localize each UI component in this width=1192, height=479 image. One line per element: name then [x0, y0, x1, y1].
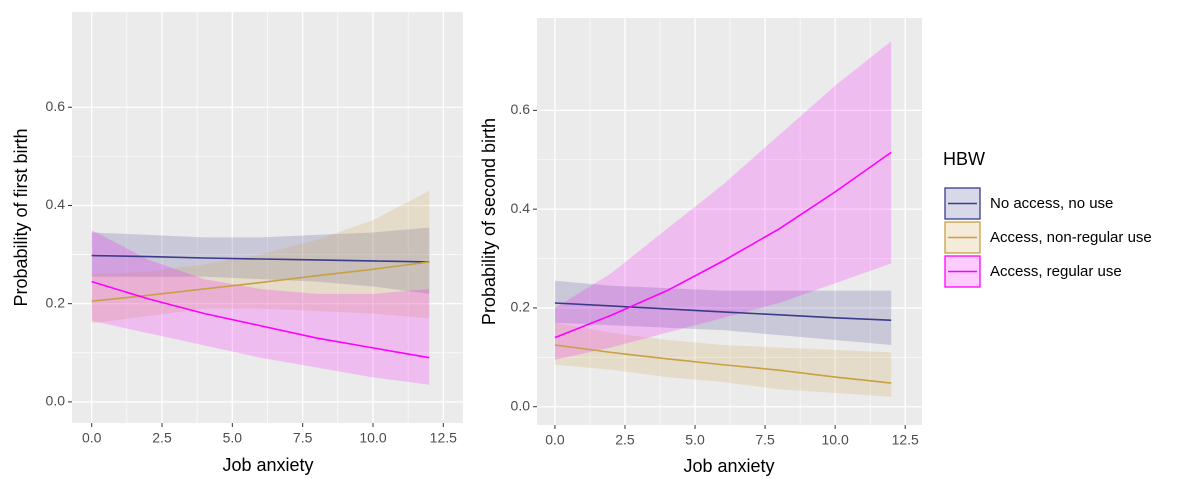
x-tick-label: 7.5: [293, 430, 313, 446]
y-tick-label: 0.2: [46, 294, 66, 310]
confidence-band: [91, 190, 430, 324]
x-tick-label: 5.0: [223, 430, 243, 446]
y-axis-title: Probability of first birth: [11, 128, 31, 306]
confidence-band: [91, 230, 430, 385]
x-axis-title: Job anxiety: [683, 456, 774, 476]
x-tick-label: 10.0: [359, 430, 386, 446]
legend-label: No access, no use: [990, 195, 1113, 212]
x-tick-label: 7.5: [755, 432, 775, 448]
y-tick-label: 0.0: [511, 397, 531, 413]
line: Access, non-regular use: [554, 344, 892, 384]
x-tick-label: 0.0: [545, 432, 565, 448]
confidence-band: [554, 322, 892, 397]
confidence-band: [554, 41, 892, 360]
line: No access, no use: [554, 302, 892, 322]
y-tick-label: 0.2: [511, 299, 531, 315]
x-tick-label: 2.5: [152, 430, 172, 446]
x-tick-label: 0.0: [82, 430, 102, 446]
x-tick-label: 5.0: [685, 432, 705, 448]
x-tick-label: 12.5: [430, 430, 457, 446]
line: No access, no use: [91, 254, 430, 263]
legend-title: HBW: [943, 149, 985, 169]
y-tick-label: 0.6: [46, 98, 66, 114]
y-tick-label: 0.0: [46, 393, 66, 409]
legend-label: Access, regular use: [990, 263, 1122, 280]
y-tick-label: 0.4: [511, 200, 531, 216]
x-tick-label: 12.5: [892, 432, 919, 448]
line: Access, non-regular use: [91, 261, 430, 303]
y-tick-label: 0.6: [511, 101, 531, 117]
y-tick-label: 0.4: [46, 196, 66, 212]
x-axis-title: Job anxiety: [222, 455, 313, 475]
confidence-band: [91, 227, 430, 294]
line: Access, regular use: [554, 151, 892, 339]
confidence-band: [554, 280, 892, 345]
line: Access, regular use: [91, 280, 430, 359]
y-axis-title: Probability of second birth: [479, 118, 499, 325]
legend-label: Access, non-regular use: [990, 229, 1152, 246]
x-tick-label: 10.0: [822, 432, 849, 448]
x-tick-label: 2.5: [615, 432, 635, 448]
